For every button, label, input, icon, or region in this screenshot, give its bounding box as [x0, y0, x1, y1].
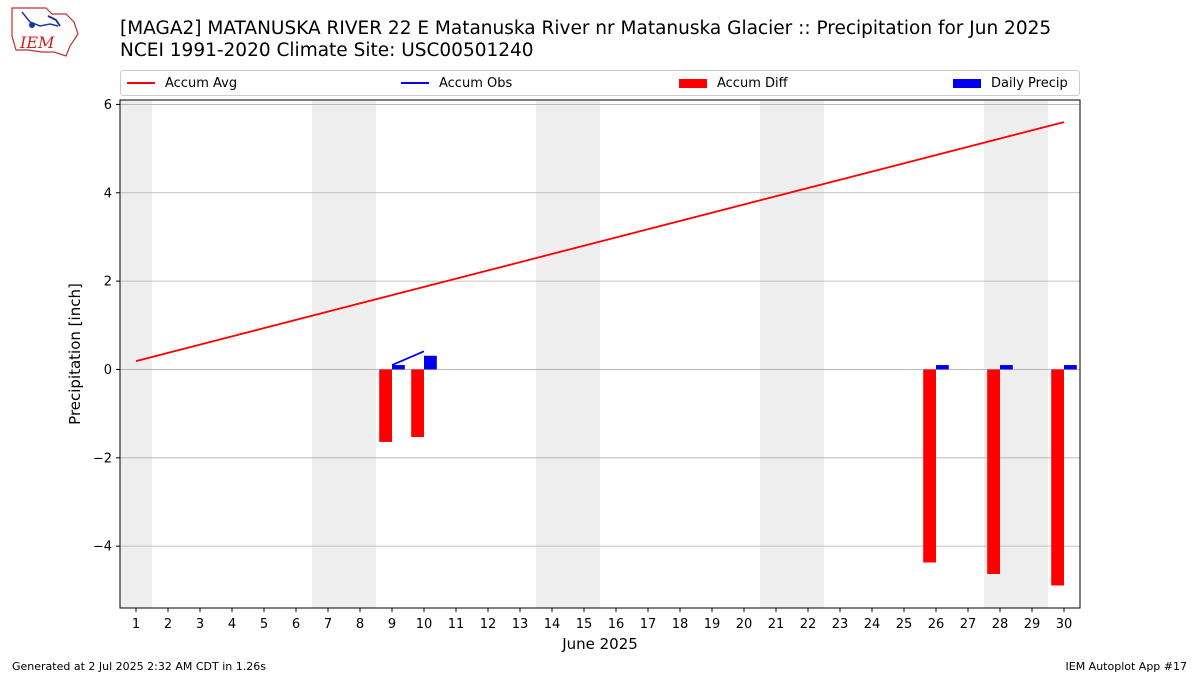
x-tick-label: 24 [864, 617, 881, 632]
x-tick-label: 4 [228, 617, 236, 632]
x-tick-label: 23 [832, 617, 849, 632]
x-tick-label: 18 [672, 617, 689, 632]
footer-generated: Generated at 2 Jul 2025 2:32 AM CDT in 1… [12, 660, 266, 673]
accum-diff-bar [411, 369, 424, 438]
footer-app: IEM Autoplot App #17 [1065, 660, 1188, 673]
x-tick-label: 21 [768, 617, 785, 632]
plot-frame [119, 99, 1081, 609]
daily-precip-bar [1064, 365, 1077, 370]
y-axis-label: Precipitation [inch] [66, 283, 84, 425]
legend-daily-precip: Daily Precip [953, 71, 1068, 95]
y-tick-label: −4 [93, 540, 112, 555]
weekend-shade-1 [312, 100, 376, 608]
legend-accum-obs-label: Accum Obs [439, 75, 513, 91]
chart-title-line1: [MAGA2] MATANUSKA RIVER 22 E Matanuska R… [120, 18, 1052, 39]
accum-obs-line [391, 350, 425, 366]
x-tick-label: 30 [1056, 617, 1073, 632]
legend-accum-diff-swatch [679, 78, 707, 88]
x-tick-label: 10 [416, 617, 433, 632]
legend: Accum Avg Accum Obs Accum Diff Daily Pre… [120, 70, 1080, 96]
x-tick-label: 27 [960, 617, 977, 632]
x-tick-label: 13 [512, 617, 529, 632]
legend-accum-avg-label: Accum Avg [165, 75, 238, 91]
daily-precip-bar [392, 365, 405, 370]
accum-diff-bar [379, 369, 392, 442]
chart-title: [MAGA2] MATANUSKA RIVER 22 E Matanuska R… [120, 18, 1051, 62]
x-tick-label: 6 [292, 617, 300, 632]
weekend-shade-0 [120, 100, 152, 608]
legend-daily-precip-swatch [953, 78, 981, 88]
accum-avg-line [135, 121, 1065, 362]
x-tick-label: 25 [896, 617, 913, 632]
y-tick-label: 4 [104, 186, 112, 201]
legend-daily-precip-label: Daily Precip [991, 75, 1068, 91]
weekend-shade-2 [536, 100, 600, 608]
accum-diff-bar [923, 369, 936, 563]
legend-accum-diff: Accum Diff [679, 71, 788, 95]
weekend-shade-3 [760, 100, 824, 608]
x-axis-label: June 2025 [561, 635, 638, 653]
chart-title-line2: NCEI 1991-2020 Climate Site: USC00501240 [120, 40, 534, 61]
series-lines [135, 121, 1065, 366]
weekend-shading [120, 100, 1048, 608]
legend-accum-avg: Accum Avg [127, 71, 237, 95]
y-tick-label: −2 [93, 451, 112, 466]
x-tick-label: 8 [356, 617, 364, 632]
x-tick-label: 20 [736, 617, 753, 632]
x-tick-label: 3 [196, 617, 204, 632]
x-tick-label: 1 [132, 617, 140, 632]
y-tick-label: 0 [104, 363, 112, 378]
y-tick-label: 6 [104, 98, 112, 113]
accum-diff-bar [987, 369, 1000, 574]
x-tick-label: 12 [480, 617, 497, 632]
x-tick-label: 7 [324, 617, 332, 632]
daily-precip-bar [936, 365, 949, 370]
x-tick-label: 9 [388, 617, 396, 632]
x-tick-label: 17 [640, 617, 657, 632]
iem-logo-text: IEM [19, 33, 55, 52]
x-tick-label: 19 [704, 617, 721, 632]
x-tick-label: 26 [928, 617, 945, 632]
x-tick-label: 5 [260, 617, 268, 632]
x-tick-label: 28 [992, 617, 1009, 632]
legend-accum-obs-swatch [401, 82, 429, 84]
x-tick-label: 14 [544, 617, 561, 632]
x-tick-label: 22 [800, 617, 817, 632]
x-tick-label: 16 [608, 617, 625, 632]
y-tick-label: 2 [104, 275, 112, 290]
legend-accum-diff-label: Accum Diff [717, 75, 788, 91]
daily-precip-bar [1000, 365, 1013, 370]
x-tick-label: 29 [1024, 617, 1041, 632]
x-tick-label: 2 [164, 617, 172, 632]
grid-lines [120, 104, 1080, 547]
bars [379, 355, 1077, 586]
accum-diff-bar [1051, 369, 1064, 586]
x-tick-label: 15 [576, 617, 593, 632]
legend-accum-obs: Accum Obs [401, 71, 512, 95]
legend-accum-avg-swatch [127, 82, 155, 84]
daily-precip-bar [424, 355, 437, 370]
iem-logo: IEM [11, 7, 79, 57]
x-tick-label: 11 [448, 617, 465, 632]
